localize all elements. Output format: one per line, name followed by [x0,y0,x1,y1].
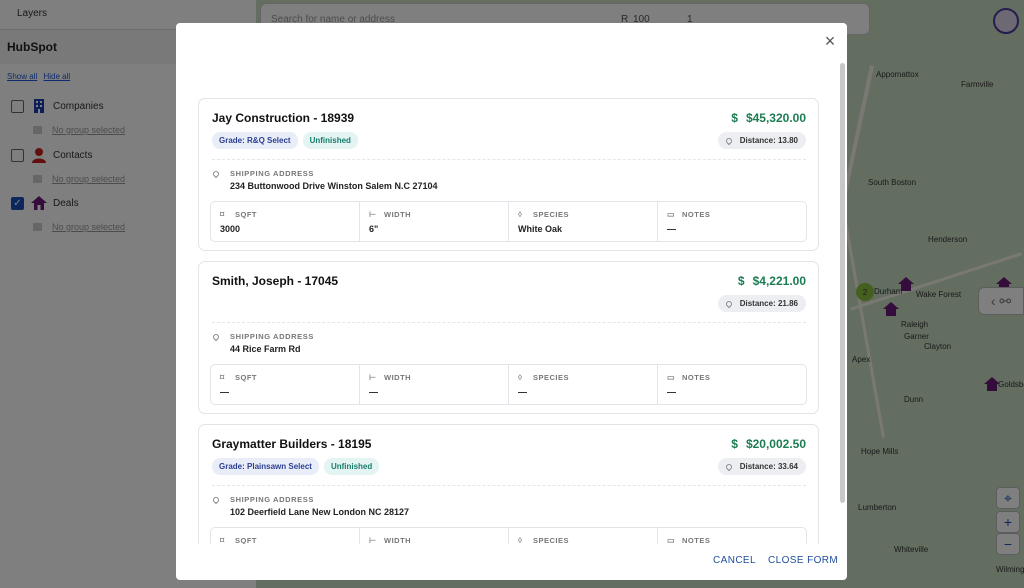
sqft-field: ⌑ SQFT 3000 [211,202,360,241]
field-label: SPECIES [533,536,570,544]
area-icon: ⌑ [220,536,225,544]
grade-badge: Grade: Plainsawn Select [212,458,319,475]
deal-price: $ $20,002.50 [731,437,806,451]
price-value: $20,002.50 [745,437,806,451]
address-value: 102 Deerfield Lane New London NC 28127 [230,507,410,517]
deal-price: $ $4,221.00 [738,274,806,288]
field-label: SPECIES [533,373,570,382]
deal-fields: ⌑ SQFT 3000 ⊢ WIDTH 6" ◊ SPECIES White Oak ▭ NO… [210,201,807,242]
location-pin-icon [724,299,733,308]
location-pin-icon [211,169,221,179]
grade-badge: Grade: R&Q Select [212,132,298,149]
field-label: NOTES [682,210,711,219]
field-value: — [518,387,527,397]
distance-value: Distance: 21.86 [739,299,798,308]
price-value: $4,221.00 [752,274,806,288]
cancel-button[interactable]: CANCEL [713,555,756,566]
comment-icon: ▭ [667,373,676,382]
field-label: SPECIES [533,210,570,219]
location-pin-icon [211,332,221,342]
field-label: WIDTH [384,373,412,382]
field-label: WIDTH [384,210,412,219]
leaf-icon: ◊ [518,536,523,544]
field-label: NOTES [682,536,711,544]
status-badge: Unfinished [323,458,380,475]
width-icon: ⊢ [369,373,377,382]
width-field: ⊢ WIDTH — [360,365,509,404]
notes-field: ▭ NOTES — [658,202,806,241]
field-value: — [369,387,378,397]
dollar-icon: $ [731,437,738,451]
deal-title: Jay Construction - 18939 [212,111,355,125]
deal-card[interactable]: Jay Construction - 18939 $ $45,320.00 Gra… [198,98,819,251]
deal-badges: Grade: Plainsawn Select Unfinished [212,458,384,475]
close-icon[interactable]: × [824,31,836,51]
deal-card[interactable]: Graymatter Builders - 18195 $ $20,002.50 … [198,424,819,544]
width-icon: ⊢ [369,210,377,219]
field-value: — [667,224,676,234]
divider [212,485,806,486]
field-label: SQFT [235,373,257,382]
deal-fields: ⌑ SQFT — ⊢ WIDTH — ◊ SPECIES — ▭ NOTES — [210,364,807,405]
field-value: — [667,387,676,397]
deal-badges: Grade: R&Q Select Unfinished [212,132,363,149]
field-label: SQFT [235,210,257,219]
sqft-field: ⌑ SQFT — [211,365,360,404]
field-value: 6" [369,224,379,234]
address-label: SHIPPING ADDRESS [230,495,314,504]
deal-title: Smith, Joseph - 17045 [212,274,339,288]
comment-icon: ▭ [667,210,676,219]
distance-badge: Distance: 33.64 [717,458,806,475]
divider [212,322,806,323]
field-value: 3000 [220,224,241,234]
distance-badge: Distance: 21.86 [717,295,806,312]
deals-modal: × Jay Construction - 18939 $ $45,320.00 G… [176,23,847,580]
notes-field: ▭ NOTES [658,528,806,544]
width-icon: ⊢ [369,536,377,544]
field-value: White Oak [518,224,563,234]
field-label: SQFT [235,536,257,544]
price-value: $45,320.00 [745,111,806,125]
field-label: WIDTH [384,536,412,544]
area-icon: ⌑ [220,210,225,219]
sqft-field: ⌑ SQFT [211,528,360,544]
dollar-icon: $ [737,274,745,288]
modal-footer: CANCEL CLOSE FORM [176,544,847,580]
width-field: ⊢ WIDTH 6" [360,202,509,241]
notes-field: ▭ NOTES — [658,365,806,404]
deal-title: Graymatter Builders - 18195 [212,437,372,451]
field-label: NOTES [682,373,711,382]
species-field: ◊ SPECIES White Oak [509,202,658,241]
field-value: — [220,387,229,397]
divider [212,159,806,160]
deals-scroll-area[interactable]: Jay Construction - 18939 $ $45,320.00 Gra… [176,23,847,544]
area-icon: ⌑ [220,373,225,382]
deal-card[interactable]: Smith, Joseph - 17045 $ $4,221.00 Distanc… [198,261,819,414]
location-pin-icon [724,136,733,145]
dollar-icon: $ [731,111,738,125]
close-form-button[interactable]: CLOSE FORM [768,555,839,566]
width-field: ⊢ WIDTH [360,528,509,544]
location-pin-icon [211,495,221,505]
comment-icon: ▭ [667,536,676,544]
distance-badge: Distance: 13.80 [717,132,806,149]
species-field: ◊ SPECIES [509,528,658,544]
address-value: 234 Buttonwood Drive Winston Salem N.C 2… [230,181,438,191]
distance-value: Distance: 33.64 [739,462,798,471]
leaf-icon: ◊ [518,373,523,382]
modal-scrollbar[interactable] [840,63,845,503]
deal-price: $ $45,320.00 [731,111,806,125]
leaf-icon: ◊ [518,210,523,219]
deal-fields: ⌑ SQFT ⊢ WIDTH ◊ SPECIES ▭ NOTES [210,527,807,544]
species-field: ◊ SPECIES — [509,365,658,404]
distance-value: Distance: 13.80 [739,136,798,145]
address-label: SHIPPING ADDRESS [230,169,314,178]
status-badge: Unfinished [302,132,358,149]
address-label: SHIPPING ADDRESS [230,332,314,341]
location-pin-icon [724,462,733,471]
address-value: 44 Rice Farm Rd [230,344,301,354]
